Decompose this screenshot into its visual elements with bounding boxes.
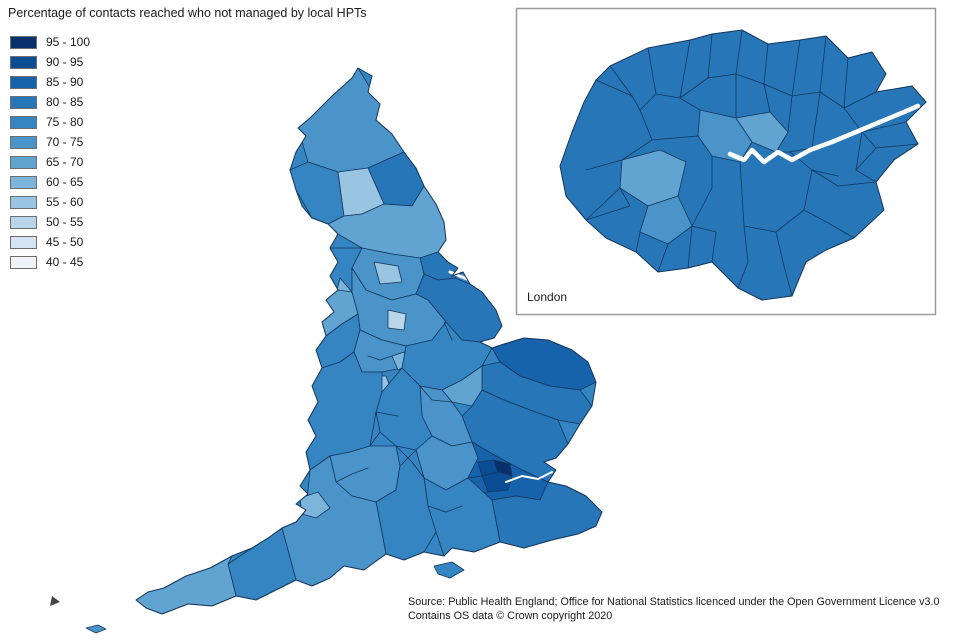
legend-swatch: [10, 175, 37, 189]
legend-label: 90 - 95: [46, 55, 84, 69]
england-map-region: [427, 505, 463, 513]
legend-swatch: [10, 155, 37, 169]
london-boundary: [559, 29, 927, 301]
legend-label: 80 - 85: [46, 95, 84, 109]
london-inset-map-region: [829, 223, 855, 239]
england-map-region: [289, 161, 345, 225]
legend-label: 55 - 60: [46, 195, 84, 209]
london-inset-map-region: [585, 187, 621, 221]
thames-estuary-line: [505, 471, 553, 483]
source-attribution: Source: Public Health England; Office fo…: [408, 595, 940, 623]
london-inset-map-region: [687, 225, 693, 269]
london-inset-label: London: [527, 290, 568, 304]
england-map-region: [387, 309, 407, 331]
london-inset-map-region: [811, 169, 877, 187]
isles-of-scilly: [85, 624, 107, 634]
london-inset-map-region: [787, 95, 793, 133]
london-inset-map-region: [855, 147, 877, 171]
london-inset-map-region: [647, 47, 657, 95]
london-inset-map-region: [585, 159, 623, 171]
legend-item: 85 - 90: [10, 72, 90, 92]
legend-swatch: [10, 195, 37, 209]
legend-item: 40 - 45: [10, 252, 90, 272]
england-map-region: [373, 261, 403, 285]
legend-swatch: [10, 115, 37, 129]
london-inset-map-region: [843, 91, 877, 109]
london-inset-map-region: [743, 225, 777, 233]
legend-swatch: [10, 95, 37, 109]
england-map-region: [297, 68, 405, 173]
page-title: Percentage of contacts reached who not m…: [8, 6, 367, 20]
london-inset-map-region: [657, 243, 669, 273]
england-map-region: [335, 467, 369, 483]
legend-swatch: [10, 215, 37, 229]
legend-swatch: [10, 135, 37, 149]
thames-river-line: [727, 103, 921, 165]
legend-item: 65 - 70: [10, 152, 90, 172]
england-map-region: [395, 445, 425, 479]
england-map-region: [367, 355, 393, 361]
legend-item: 50 - 55: [10, 212, 90, 232]
legend-item: 80 - 85: [10, 92, 90, 112]
legend-label: 95 - 100: [46, 35, 91, 49]
legend-label: 70 - 75: [46, 135, 84, 149]
legend-label: 40 - 45: [46, 255, 84, 269]
london-inset-map-region: [737, 225, 749, 289]
legend-swatch: [10, 235, 37, 249]
london-inset-map-region: [775, 231, 793, 297]
legend-label: 65 - 70: [46, 155, 84, 169]
legend-label: 45 - 50: [46, 235, 84, 249]
legend-label: 60 - 65: [46, 175, 84, 189]
legend-swatch: [10, 35, 37, 49]
london-inset-map-region: [635, 231, 641, 253]
england-map-region: [443, 321, 453, 341]
london-inset-map-region: [651, 135, 699, 141]
legend-label: 50 - 55: [46, 215, 84, 229]
legend-item: 55 - 60: [10, 192, 90, 212]
london-inset-map-region: [811, 169, 839, 177]
england-map-region: [369, 411, 377, 447]
london-inset-map-region: [585, 205, 631, 221]
london-inset-map-region: [691, 155, 713, 227]
legend-item: 75 - 80: [10, 112, 90, 132]
legend-label: 75 - 80: [46, 115, 84, 129]
london-inset-map-region: [609, 65, 633, 97]
legend-item: 60 - 65: [10, 172, 90, 192]
london-inset-map-region: [679, 97, 701, 111]
legend-swatch: [10, 75, 37, 89]
legend-item: 95 - 100: [10, 32, 90, 52]
london-inset-map-region: [735, 111, 789, 153]
london-inset-map-region: [691, 225, 717, 263]
england-map-region: [375, 411, 399, 417]
london-inset-map-region: [639, 195, 693, 245]
england-map-region: [419, 385, 453, 403]
legend-item: 90 - 95: [10, 52, 90, 72]
source-line-1: Source: Public Health England; Office fo…: [408, 596, 940, 608]
london-inset-map-region: [639, 93, 657, 111]
source-line-2: Contains OS data © Crown copyright 2020: [408, 610, 613, 622]
isle-of-wight: [433, 561, 465, 579]
legend-item: 70 - 75: [10, 132, 90, 152]
north-arrow: [50, 596, 60, 606]
legend: 95 - 100 90 - 95 85 - 90 80 - 85 75 - 80…: [10, 32, 90, 272]
london-inset-map-region: [803, 209, 831, 225]
england-coastline: [135, 67, 603, 615]
legend-swatch: [10, 55, 37, 69]
legend-label: 85 - 90: [46, 75, 84, 89]
london-inset-map-region: [775, 151, 813, 233]
legend-item: 45 - 50: [10, 232, 90, 252]
london-inset-map-region: [739, 161, 745, 227]
legend-swatch: [10, 255, 37, 269]
london-inset-map-region: [619, 187, 631, 207]
london-inset-map-region: [763, 83, 771, 113]
